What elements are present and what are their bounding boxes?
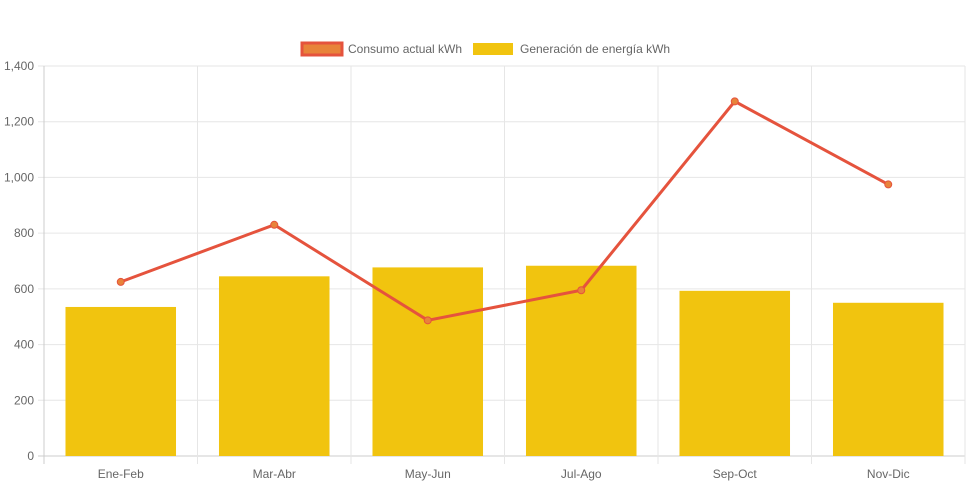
y-tick-label: 0 [27, 449, 34, 463]
x-tick-label: Jul-Ago [561, 467, 602, 481]
point-consumo[interactable] [423, 316, 432, 325]
point-consumo[interactable] [730, 97, 739, 106]
y-tick-label: 200 [14, 393, 34, 407]
point-consumo[interactable] [270, 220, 279, 229]
y-tick-label: 400 [14, 338, 34, 352]
y-tick-label: 600 [14, 282, 34, 296]
x-tick-label: Mar-Abr [253, 467, 296, 481]
y-tick-label: 1,200 [4, 115, 34, 129]
y-tick-label: 800 [14, 226, 34, 240]
x-axis-ticks: Ene-Feb Mar-Abr May-Jun Jul-Ago Sep-Oct Nov-D… [98, 467, 910, 481]
point-consumo[interactable] [577, 286, 586, 295]
legend-swatch-consumo[interactable] [300, 41, 344, 57]
point-consumo[interactable] [884, 180, 893, 189]
bar-generacion[interactable] [525, 265, 637, 456]
legend-label-consumo[interactable]: Consumo actual kWh [348, 42, 462, 56]
x-tick-label: May-Jun [405, 467, 451, 481]
x-tick-label: Sep-Oct [713, 467, 758, 481]
legend: Consumo actual kWh Generación de energía… [300, 41, 670, 57]
bar-generacion[interactable] [65, 306, 177, 456]
bar-generacion[interactable] [679, 290, 791, 456]
y-tick-label: 1,400 [4, 59, 34, 73]
x-tick-label: Nov-Dic [867, 467, 910, 481]
y-tick-label: 1,000 [4, 170, 34, 184]
line-series [116, 97, 893, 325]
y-axis-ticks: 0 200 400 600 800 1,000 1,200 1,400 [4, 59, 34, 463]
line-consumo [120, 99, 889, 322]
bar-generacion[interactable] [832, 302, 944, 456]
legend-swatch-generacion[interactable] [473, 43, 513, 55]
legend-label-generacion[interactable]: Generación de energía kWh [520, 42, 670, 56]
bar-series [65, 265, 944, 456]
point-consumo[interactable] [116, 277, 125, 286]
bar-generacion[interactable] [218, 276, 330, 456]
grid-layer [38, 65, 966, 464]
x-tick-label: Ene-Feb [98, 467, 144, 481]
